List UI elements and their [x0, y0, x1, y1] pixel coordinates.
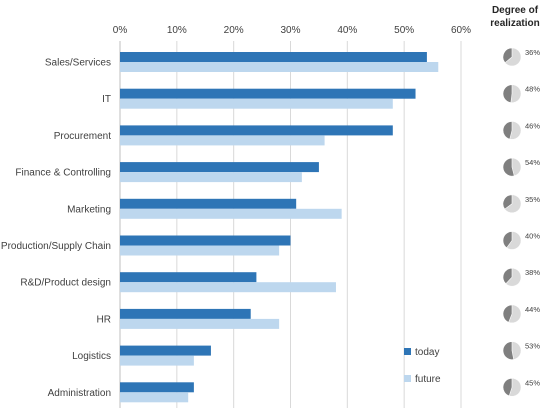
category-label: Marketing [67, 204, 111, 215]
realization-pie: 38% [502, 267, 540, 287]
category-label: Procurement [54, 131, 111, 142]
bars [120, 52, 439, 403]
category-label: Logistics [72, 351, 111, 362]
realization-value: 38% [525, 268, 540, 277]
pie-realized-slice [502, 47, 513, 64]
x-tick-label: 60% [451, 25, 471, 36]
bar-future [120, 135, 325, 146]
bar-today [120, 198, 297, 209]
realization-title-line2: realization [490, 18, 539, 29]
category-label: Production/Supply Chain [1, 241, 111, 252]
bar-today [120, 345, 211, 356]
pie-realized-slice [502, 341, 515, 360]
bar-today [120, 162, 319, 173]
realization-value: 36% [525, 48, 540, 57]
bar-future [120, 62, 439, 72]
bar-future [120, 318, 280, 329]
realization-value: 45% [525, 378, 540, 387]
realization-title-line1: Degree of [492, 5, 539, 16]
realization-value: 53% [525, 342, 540, 351]
legend-swatch-today [404, 348, 411, 355]
realization-pie: 46% [502, 121, 540, 140]
category-label: HR [97, 314, 111, 325]
category-label: R&D/Product design [20, 278, 111, 289]
category-labels: Sales/Services IT Procurement Finance & Con… [1, 58, 111, 399]
realization-pie: 45% [502, 377, 540, 397]
pie-realized-slice [502, 121, 513, 140]
pie-realized-slice [502, 84, 513, 103]
bar-today [120, 308, 251, 319]
x-tick-label: 20% [224, 25, 244, 36]
bar-today [120, 88, 416, 99]
bar-today [120, 52, 427, 62]
legend-label-today: today [415, 347, 439, 358]
category-label: Sales/Services [45, 58, 111, 69]
realization-pie: 48% [502, 84, 540, 103]
bar-future [120, 98, 393, 109]
bar-future [120, 282, 336, 293]
category-label: Finance & Controlling [15, 168, 111, 179]
category-label: IT [102, 94, 111, 105]
bar-today [120, 235, 291, 246]
pie-realized-slice [502, 377, 513, 397]
realization-value: 46% [525, 121, 540, 130]
bar-future [120, 172, 302, 183]
legend-swatch-future [404, 375, 411, 382]
realization-pie: 35% [502, 194, 540, 214]
pie-realized-slice [502, 231, 513, 249]
pie-realized-slice [502, 267, 513, 285]
x-tick-label: 0% [113, 25, 128, 36]
realization-pie: 36% [502, 47, 540, 67]
x-tick-labels: 0% 10% 20% 30% 40% 50% 60% [113, 25, 471, 36]
realization-value: 54% [525, 158, 540, 167]
bar-future [120, 392, 189, 403]
legend: today future [404, 347, 441, 385]
pie-realized-slice [502, 157, 515, 177]
x-tick-label: 30% [280, 25, 300, 36]
realization-pie: 40% [502, 231, 540, 250]
bar-today [120, 272, 257, 283]
realization-value: 35% [525, 195, 540, 204]
bar-today [120, 382, 194, 393]
realization-pie: 54% [502, 157, 540, 177]
bar-future [120, 245, 280, 256]
bar-future [120, 355, 194, 366]
pie-realized-slice [502, 194, 513, 210]
realization-panel: Degree of realization 36% 48% 46% 54% 35% 40%… [490, 5, 540, 397]
x-tick-label: 10% [167, 25, 187, 36]
legend-label-future: future [415, 374, 441, 385]
pie-realized-slice [502, 304, 513, 323]
realization-value: 40% [525, 232, 540, 241]
realization-pie: 53% [502, 341, 540, 360]
realization-value: 48% [525, 85, 540, 94]
realization-pie: 44% [502, 304, 540, 324]
x-tick-label: 40% [337, 25, 357, 36]
x-tick-label: 50% [394, 25, 414, 36]
realization-value: 44% [525, 305, 540, 314]
bar-today [120, 125, 393, 136]
bar-future [120, 208, 342, 219]
category-label: Administration [48, 388, 111, 399]
